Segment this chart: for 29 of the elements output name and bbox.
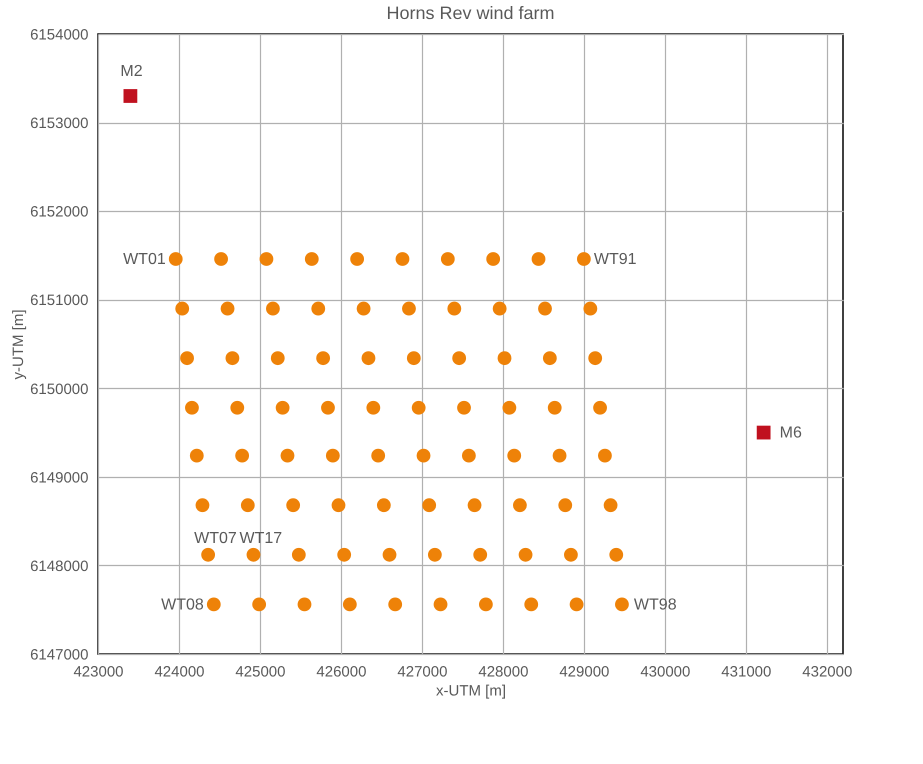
y-tick-label: 6152000 [30, 204, 88, 221]
annotation: WT17 [239, 530, 282, 547]
annotation: WT91 [594, 250, 637, 268]
x-tick-label: 427000 [397, 664, 448, 680]
x-tick-label: 428000 [478, 664, 528, 680]
x-tick-label: 426000 [316, 664, 366, 680]
x-tick-label: 431000 [721, 664, 772, 680]
x-tick-label: 429000 [559, 664, 610, 680]
x-tick-label: 432000 [802, 664, 852, 680]
annotation: M2 [120, 63, 143, 80]
x-tick-label: 425000 [235, 664, 286, 680]
y-tick-label: 6149000 [30, 469, 88, 486]
x-tick-label: 423000 [73, 664, 124, 680]
y-tick-label: 6147000 [30, 646, 88, 664]
annotation: M6 [780, 424, 802, 442]
y-tick-label: 6153000 [30, 115, 88, 132]
annotation: WT07 [194, 530, 237, 547]
annotation: WT01 [123, 250, 166, 268]
annotation: WT98 [634, 596, 677, 614]
x-axis-title: x-UTM [m] [436, 682, 506, 700]
x-tick-label: 430000 [640, 664, 690, 680]
x-tick-label: 424000 [154, 664, 205, 680]
y-tick-label: 6154000 [30, 26, 88, 44]
annotation: WT08 [161, 596, 204, 614]
y-axis-title: y-UTM [m] [10, 310, 28, 380]
y-tick-label: 6148000 [30, 558, 88, 575]
y-tick-label: 6150000 [30, 380, 88, 398]
y-tick-label: 6151000 [30, 292, 88, 310]
chart-title: Horns Rev wind farm [386, 3, 555, 23]
